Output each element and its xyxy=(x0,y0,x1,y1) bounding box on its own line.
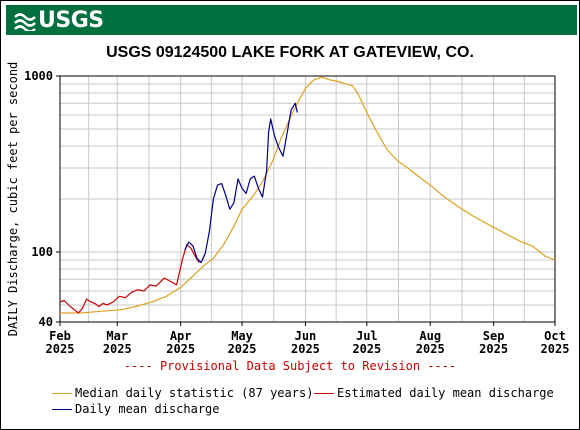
x-tick-month-label: Apr xyxy=(170,329,192,343)
y-axis-label: DAILY Discharge, cubic feet per second xyxy=(6,62,20,337)
legend-daily-mean: Daily mean discharge xyxy=(52,402,220,416)
x-tick-month-label: Jun xyxy=(295,329,317,343)
x-tick-year-label: 2025 xyxy=(479,342,508,356)
x-tick-month-label: Oct xyxy=(544,329,566,343)
x-tick-month-label: Feb xyxy=(49,329,71,343)
legend-median-swatch xyxy=(52,393,72,394)
series-lines xyxy=(59,76,556,314)
x-tick-month-label: Mar xyxy=(106,329,128,343)
x-tick-month-label: May xyxy=(231,329,253,343)
x-axis-ticks: Feb2025Mar2025Apr2025May2025Jun2025Jul20… xyxy=(46,322,570,356)
usgs-wave-icon xyxy=(14,13,36,31)
x-tick-month-label: Sep xyxy=(483,329,505,343)
x-tick-year-label: 2025 xyxy=(46,342,75,356)
legend-median-label: Median daily statistic (87 years) xyxy=(75,386,314,400)
plot-area-border xyxy=(59,75,556,323)
x-tick-year-label: 2025 xyxy=(103,342,132,356)
median-series-line xyxy=(60,76,556,314)
y-tick-label: 100 xyxy=(31,245,53,259)
legend-median: Median daily statistic (87 years) xyxy=(52,386,313,400)
x-tick-year-label: 2025 xyxy=(291,342,320,356)
daily-mean-series-line xyxy=(184,102,298,264)
estimated-series-line xyxy=(59,244,200,314)
x-tick-month-label: Jul xyxy=(356,329,378,343)
y-tick-label: 1000 xyxy=(24,69,53,83)
usgs-banner: USGS xyxy=(6,5,577,35)
x-tick-year-label: 2025 xyxy=(352,342,381,356)
grid-lines xyxy=(59,75,556,322)
usgs-logo-text: USGS xyxy=(38,8,104,33)
legend-daily-mean-label: Daily mean discharge xyxy=(75,402,220,416)
y-axis-ticks: 1000 100 40 xyxy=(24,69,60,329)
x-tick-year-label: 2025 xyxy=(416,342,445,356)
legend-estimated-swatch xyxy=(314,393,334,394)
y-tick-label: 40 xyxy=(39,315,53,329)
x-tick-year-label: 2025 xyxy=(541,342,570,356)
usgs-logo[interactable]: USGS xyxy=(14,8,104,33)
legend-estimated: Estimated daily mean discharge xyxy=(314,386,554,400)
x-tick-year-label: 2025 xyxy=(166,342,195,356)
chart-title: USGS 09124500 LAKE FORK AT GATEVIEW, CO. xyxy=(106,44,474,61)
legend-daily-mean-swatch xyxy=(52,409,72,410)
x-tick-year-label: 2025 xyxy=(228,342,257,356)
x-tick-month-label: Aug xyxy=(419,329,441,343)
provisional-notice: ---- Provisional Data Subject to Revisio… xyxy=(123,359,457,373)
legend-estimated-label: Estimated daily mean discharge xyxy=(337,386,554,400)
